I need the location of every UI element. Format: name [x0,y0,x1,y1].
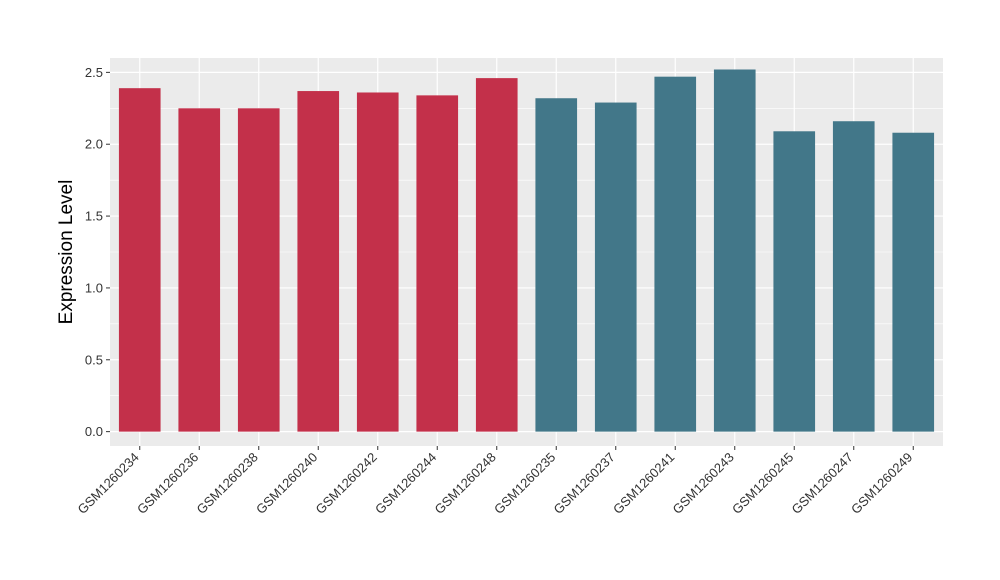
bar-gsm1260247 [832,121,875,432]
x-tick-label: GSM1260249 [848,450,915,517]
bar-gsm1260238 [237,108,280,432]
bar-gsm1260234 [118,88,161,432]
x-tick-label: GSM1260243 [670,450,737,517]
x-tick-label: GSM1260240 [253,450,320,517]
x-tick-label: GSM1260236 [134,450,201,517]
x-tick-label: GSM1260235 [491,450,558,517]
y-axis: 0.0 0.5 1.0 1.5 2.0 2.5 [85,65,110,439]
bars [118,69,935,432]
bar-gsm1260248 [475,78,518,432]
y-tick-label: 0.0 [85,424,103,439]
bar-gsm1260241 [654,76,697,432]
y-tick-label: 2.0 [85,137,103,152]
bar-gsm1260245 [773,131,816,432]
x-tick-label: GSM1260245 [729,450,796,517]
x-axis: GSM1260234GSM1260236GSM1260238GSM1260240… [75,446,915,517]
bar-gsm1260240 [297,91,340,432]
x-tick-label: GSM1260248 [432,450,499,517]
bar-gsm1260236 [178,108,221,432]
x-tick-label: GSM1260234 [75,450,142,517]
bar-gsm1260237 [594,102,637,432]
y-tick-label: 2.5 [85,65,103,80]
bar-gsm1260235 [535,98,578,432]
bar-gsm1260244 [416,95,459,432]
y-axis-title: Expression Level [56,180,77,325]
x-tick-label: GSM1260244 [372,450,439,517]
y-tick-label: 1.5 [85,209,103,224]
y-tick-label: 1.0 [85,280,103,295]
x-tick-label: GSM1260238 [194,450,261,517]
x-tick-label: GSM1260242 [313,450,380,517]
bar-gsm1260249 [892,132,935,432]
bar-gsm1260243 [713,69,756,432]
x-tick-label: GSM1260237 [551,450,618,517]
x-tick-label: GSM1260241 [610,450,677,517]
y-tick-label: 0.5 [85,352,103,367]
bar-gsm1260242 [356,92,399,432]
x-tick-label: GSM1260247 [789,450,856,517]
